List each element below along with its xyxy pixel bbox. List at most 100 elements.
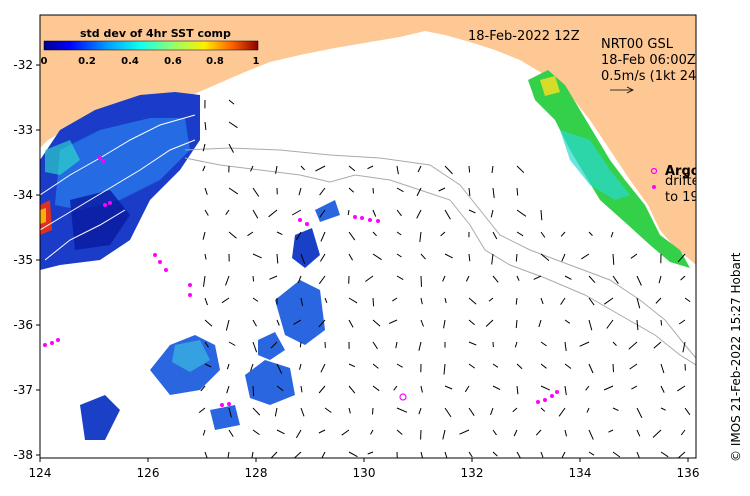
- current-vector: [612, 275, 619, 284]
- current-vector: [252, 407, 261, 416]
- current-vector: [540, 253, 550, 261]
- current-vector: [560, 231, 566, 237]
- info-line-3: 0.5m/s (1kt 24h): [601, 69, 710, 84]
- current-vector: [324, 297, 328, 303]
- current-vector: [367, 451, 374, 455]
- current-vector: [540, 363, 547, 369]
- current-vector: [612, 407, 619, 412]
- current-vector: [396, 253, 402, 258]
- current-vector: [416, 187, 422, 197]
- current-vector: [252, 297, 259, 302]
- current-vector: [250, 165, 254, 172]
- current-vector: [225, 209, 230, 215]
- current-vector: [533, 275, 542, 280]
- argo-legend-icon: [650, 167, 658, 175]
- current-vector: [295, 231, 302, 241]
- current-vector: [420, 253, 426, 260]
- current-vector: [516, 187, 519, 196]
- plot-frame: [39, 14, 697, 459]
- current-vector: [252, 319, 257, 327]
- current-vector: [660, 385, 665, 393]
- current-vector: [320, 231, 326, 242]
- current-vector: [468, 297, 477, 305]
- current-vector: [396, 363, 403, 368]
- current-vector: [202, 165, 206, 172]
- current-vector: [588, 319, 593, 331]
- current-vector: [564, 341, 567, 351]
- current-vector: [612, 451, 621, 458]
- current-vector: [348, 319, 354, 328]
- current-vector: [630, 253, 638, 259]
- current-vector: [198, 407, 206, 413]
- current-vector: [204, 341, 209, 348]
- current-vector: [300, 253, 306, 265]
- current-vector: [513, 429, 518, 437]
- current-vector: [564, 385, 567, 396]
- current-vector: [319, 253, 326, 262]
- argo-float: [399, 393, 407, 401]
- sst-isotherms: [40, 114, 196, 261]
- current-vector: [202, 143, 206, 152]
- current-vector: [492, 429, 497, 436]
- current-vector: [419, 231, 422, 242]
- current-vector: [348, 407, 351, 414]
- current-vector: [348, 451, 358, 458]
- bathymetry-contours: [184, 147, 696, 366]
- current-vector: [228, 407, 232, 418]
- current-vector: [540, 451, 544, 458]
- current-vector: [276, 231, 283, 236]
- current-vector: [395, 341, 398, 349]
- current-vector: [204, 319, 213, 327]
- current-vector: [490, 407, 494, 416]
- current-vector: [558, 407, 566, 417]
- current-vector: [444, 407, 452, 418]
- current-vector: [490, 209, 494, 218]
- current-vector: [295, 429, 302, 439]
- current-vector: [204, 187, 208, 195]
- current-vector: [418, 341, 422, 351]
- current-vector: [564, 429, 567, 437]
- current-vector: [420, 385, 423, 393]
- current-vector: [321, 451, 326, 458]
- current-vector: [588, 451, 595, 456]
- current-vector: [515, 297, 518, 305]
- current-vector: [226, 363, 230, 370]
- current-vector: [606, 319, 614, 329]
- current-vector: [492, 363, 499, 368]
- current-vector: [228, 99, 235, 105]
- current-vector: [228, 121, 238, 129]
- current-vector: [492, 275, 499, 283]
- current-vector: [464, 385, 470, 393]
- y-tick: -38: [13, 448, 33, 462]
- current-vector: [297, 275, 302, 283]
- current-vector: [581, 253, 590, 260]
- current-vector: [540, 385, 551, 391]
- current-vector: [299, 341, 302, 348]
- current-vector: [372, 341, 378, 350]
- current-vector: [348, 165, 356, 172]
- current-vector: [540, 209, 543, 221]
- current-vector: [579, 341, 590, 347]
- current-vector: [252, 209, 259, 219]
- current-vector: [561, 253, 566, 262]
- current-vector: [660, 319, 663, 326]
- current-vector: [204, 253, 207, 260]
- current-vector: [444, 297, 447, 304]
- current-vector: [420, 297, 423, 305]
- current-vector: [491, 165, 494, 173]
- current-vector: [491, 253, 494, 265]
- current-vector: [276, 319, 280, 326]
- current-vector: [660, 451, 669, 458]
- x-tick: 130: [353, 466, 376, 480]
- current-vector: [268, 209, 278, 218]
- current-vector: [631, 385, 638, 390]
- date-label: 18-Feb-2022 12Z: [468, 29, 580, 44]
- current-vector: [485, 319, 494, 327]
- current-vector: [274, 407, 278, 417]
- colorbar-tick: 0.8: [206, 56, 224, 67]
- y-tick: -37: [13, 383, 33, 397]
- current-vector: [396, 209, 402, 217]
- current-vector: [443, 319, 446, 329]
- current-vector: [204, 451, 208, 458]
- current-vector: [417, 165, 422, 173]
